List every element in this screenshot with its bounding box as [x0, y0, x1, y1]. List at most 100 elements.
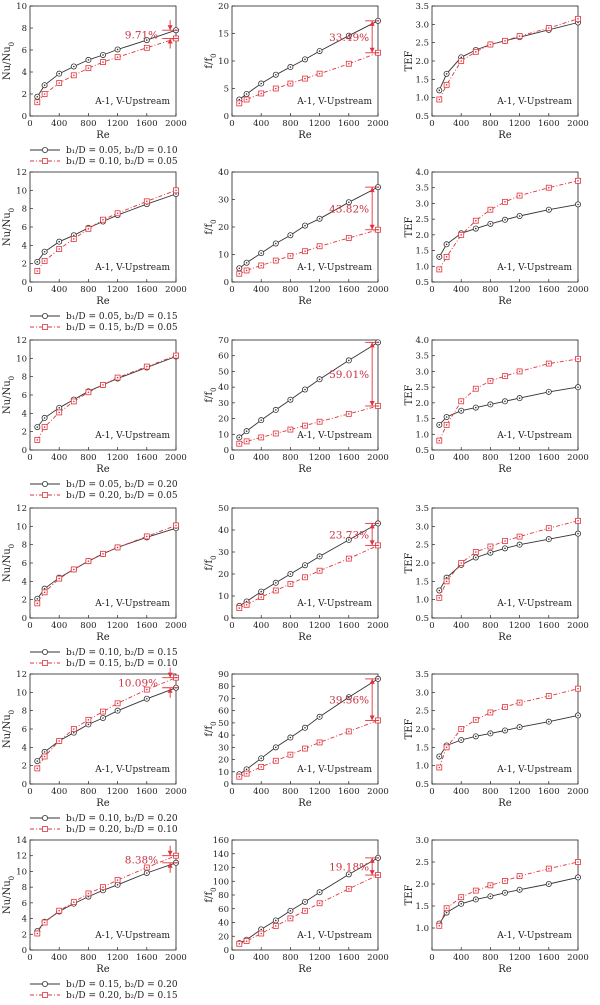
data-point-circle-dot	[518, 543, 521, 546]
data-point-circle-dot	[489, 732, 492, 735]
y-tick-label: 30	[218, 743, 229, 753]
data-point-circle-dot	[43, 751, 46, 753]
x-tick-label: 800	[80, 285, 96, 295]
y-tick-label: 10	[218, 768, 229, 778]
data-point-square-dot	[58, 577, 60, 580]
legend-label: b₁/D = 0.10, b₂/D = 0.15	[66, 648, 178, 658]
x-tick-label: 800	[282, 787, 298, 797]
x-tick-label: 800	[80, 453, 96, 463]
data-point-circle-dot	[577, 532, 579, 535]
y-tick-label: 2.0	[415, 725, 429, 735]
plot-frame	[431, 839, 579, 951]
data-point-circle-dot	[518, 726, 521, 728]
panel-inner-label: A-1, V-Upstream	[94, 263, 170, 273]
y-tick-label: 1.5	[415, 577, 429, 587]
y-tick-label: 0	[22, 278, 27, 288]
x-tick-label: 0	[27, 953, 32, 963]
y-tick-label: 2.5	[415, 707, 429, 717]
annotation-arrowhead-up	[369, 678, 375, 684]
y-tick-label: 3.0	[415, 688, 429, 698]
y-tick-label: 1.0	[415, 430, 429, 440]
y-tick-label: 20	[218, 932, 229, 942]
data-point-circle-dot	[102, 54, 104, 56]
y-tick-label: 6	[22, 46, 27, 56]
y-tick-label: 4	[22, 241, 27, 251]
y-tick-label: 12	[16, 504, 27, 514]
y-axis-label: TEF	[404, 384, 415, 405]
data-point-square-dot	[146, 535, 148, 538]
legend-label: b₁/D = 0.20, b₂/D = 0.05	[66, 491, 178, 501]
x-tick-label: 800	[282, 621, 298, 631]
annotation-arrowhead-down	[369, 870, 375, 876]
annotation-label: 19.18%	[329, 861, 369, 873]
data-point-square-dot	[518, 194, 521, 197]
data-point-circle-dot	[348, 696, 350, 699]
legend-marker-square	[42, 324, 48, 330]
x-tick-label: 1200	[309, 953, 331, 963]
data-point-square-dot	[87, 67, 90, 69]
data-point-circle-dot	[238, 436, 241, 439]
x-tick-label: 400	[253, 621, 269, 631]
y-tick-label: 8	[22, 883, 27, 893]
x-tick-label: 2000	[367, 285, 389, 295]
y-axis-label: f/f0	[204, 887, 218, 902]
data-point-square-dot	[146, 866, 148, 869]
x-tick-label: 1200	[509, 787, 531, 797]
y-tick-label: 3.5	[415, 352, 429, 362]
data-point-circle-dot	[577, 203, 579, 206]
x-tick-label: 800	[282, 285, 298, 295]
data-point-square-dot	[445, 580, 448, 583]
y-tick-label: 8	[22, 541, 27, 551]
x-tick-label: 2000	[367, 953, 389, 963]
x-tick-label: 1200	[107, 787, 129, 797]
x-tick-label: 400	[453, 787, 469, 797]
y-tick-label: 3.0	[415, 367, 429, 377]
legend-label: b₁/D = 0.05, b₂/D = 0.15	[66, 312, 178, 322]
data-point-circle-dot	[438, 424, 441, 426]
data-point-circle-dot	[275, 919, 277, 922]
panel-inner-label: A-1, V-Upstream	[94, 431, 170, 441]
data-point-square-dot	[460, 896, 463, 898]
y-axis-label-subscript: 0	[8, 42, 16, 46]
data-point-square-dot	[245, 440, 248, 443]
x-tick-label: 1600	[338, 453, 360, 463]
x-tick-label: 1200	[509, 285, 531, 295]
data-point-square-dot	[175, 354, 177, 357]
annotation-arrowhead-up	[369, 857, 375, 863]
data-point-circle-dot	[504, 892, 506, 894]
x-tick-label: 1600	[538, 285, 560, 295]
data-point-circle-dot	[348, 539, 350, 541]
x-tick-label: 400	[453, 285, 469, 295]
x-tick-label: 800	[80, 953, 96, 963]
x-tick-label: 1200	[309, 621, 331, 631]
data-point-square-dot	[87, 892, 90, 895]
y-tick-label: 2	[22, 428, 27, 438]
data-point-square-dot	[504, 40, 506, 42]
data-point-square-dot	[504, 375, 506, 377]
y-axis-label: f/f0	[204, 721, 218, 736]
series-line-1	[36, 356, 177, 428]
data-point-circle-dot	[245, 768, 248, 771]
data-point-square-dot	[577, 180, 579, 182]
data-point-square-dot	[438, 439, 441, 442]
series-line-1	[438, 876, 579, 924]
y-tick-label: 4	[22, 915, 27, 925]
x-tick-label: 0	[429, 621, 434, 631]
data-point-square-dot	[304, 424, 306, 427]
data-point-square-dot	[275, 87, 277, 90]
panel-inner-label: A-1, V-Upstream	[296, 765, 372, 775]
x-tick-label: 800	[482, 621, 498, 631]
data-point-square-dot	[116, 879, 119, 881]
y-axis-label: Nu/Nu0	[2, 208, 16, 246]
data-point-square-dot	[460, 728, 463, 730]
data-point-circle-dot	[348, 359, 350, 362]
y-tick-label: 90	[218, 670, 229, 680]
data-point-circle-dot	[445, 243, 448, 246]
data-point-square-dot	[87, 228, 90, 230]
data-point-circle-dot	[304, 564, 306, 566]
data-point-circle-dot	[489, 551, 492, 554]
plot-frame	[431, 171, 579, 283]
x-tick-label: 1600	[136, 285, 158, 295]
data-point-square-dot	[548, 362, 550, 365]
data-point-square-dot	[318, 902, 321, 905]
